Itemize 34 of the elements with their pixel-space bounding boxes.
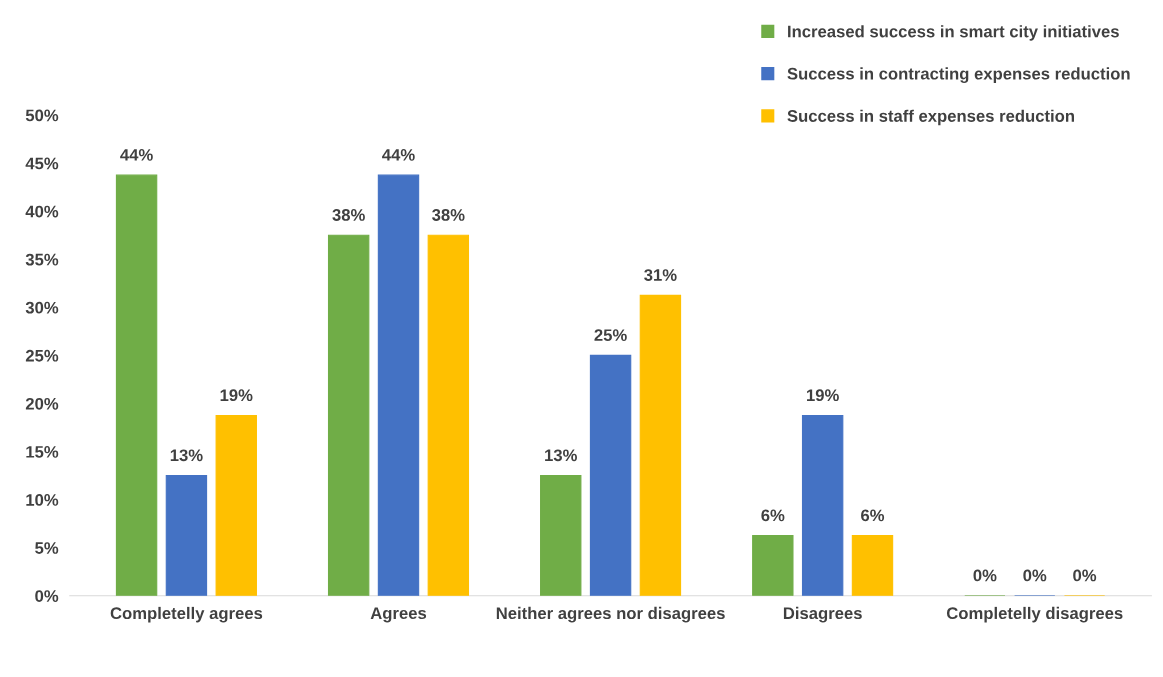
x-tick-label: Disagrees bbox=[783, 606, 862, 623]
data-label: 44% bbox=[120, 149, 153, 161]
x-tick-label: Neither agrees nor disagrees bbox=[496, 606, 725, 623]
legend-label: Success in contracting expenses reduction bbox=[787, 67, 1130, 83]
data-label: 13% bbox=[545, 449, 577, 462]
x-tick-label: Agrees bbox=[370, 607, 427, 623]
data-label: 38% bbox=[432, 209, 465, 221]
data-label: 0% bbox=[1073, 569, 1097, 582]
data-label: 44% bbox=[382, 149, 415, 161]
legend-label: Increased success in smart city initiatives bbox=[788, 25, 1119, 41]
data-label: 6% bbox=[761, 509, 785, 522]
data-label: 38% bbox=[332, 209, 365, 221]
data-label: 25% bbox=[594, 329, 627, 342]
y-tick-label: 20% bbox=[25, 397, 59, 410]
y-tick-label: 15% bbox=[26, 446, 59, 458]
y-tick-label: 50% bbox=[25, 109, 59, 122]
y-tick-label: 35% bbox=[25, 253, 59, 266]
data-label: 13% bbox=[170, 449, 203, 462]
x-tick-label: Completelly disagrees bbox=[946, 606, 1123, 623]
data-label: 6% bbox=[861, 509, 885, 522]
y-tick-label: 5% bbox=[35, 542, 59, 554]
data-label: 31% bbox=[644, 269, 677, 281]
data-label: 0% bbox=[1023, 569, 1047, 582]
y-tick-label: 0% bbox=[35, 590, 59, 602]
data-label: 19% bbox=[220, 389, 253, 402]
legend-label: Success in staff expenses reduction bbox=[787, 109, 1074, 126]
y-tick-label: 40% bbox=[25, 205, 59, 218]
y-tick-label: 10% bbox=[26, 494, 59, 506]
data-label: 0% bbox=[973, 569, 997, 582]
y-tick-label: 30% bbox=[25, 301, 59, 314]
data-label: 19% bbox=[807, 389, 839, 402]
x-tick-label: Completelly agrees bbox=[110, 606, 263, 623]
y-tick-label: 45% bbox=[25, 157, 59, 170]
y-tick-label: 25% bbox=[25, 349, 59, 362]
